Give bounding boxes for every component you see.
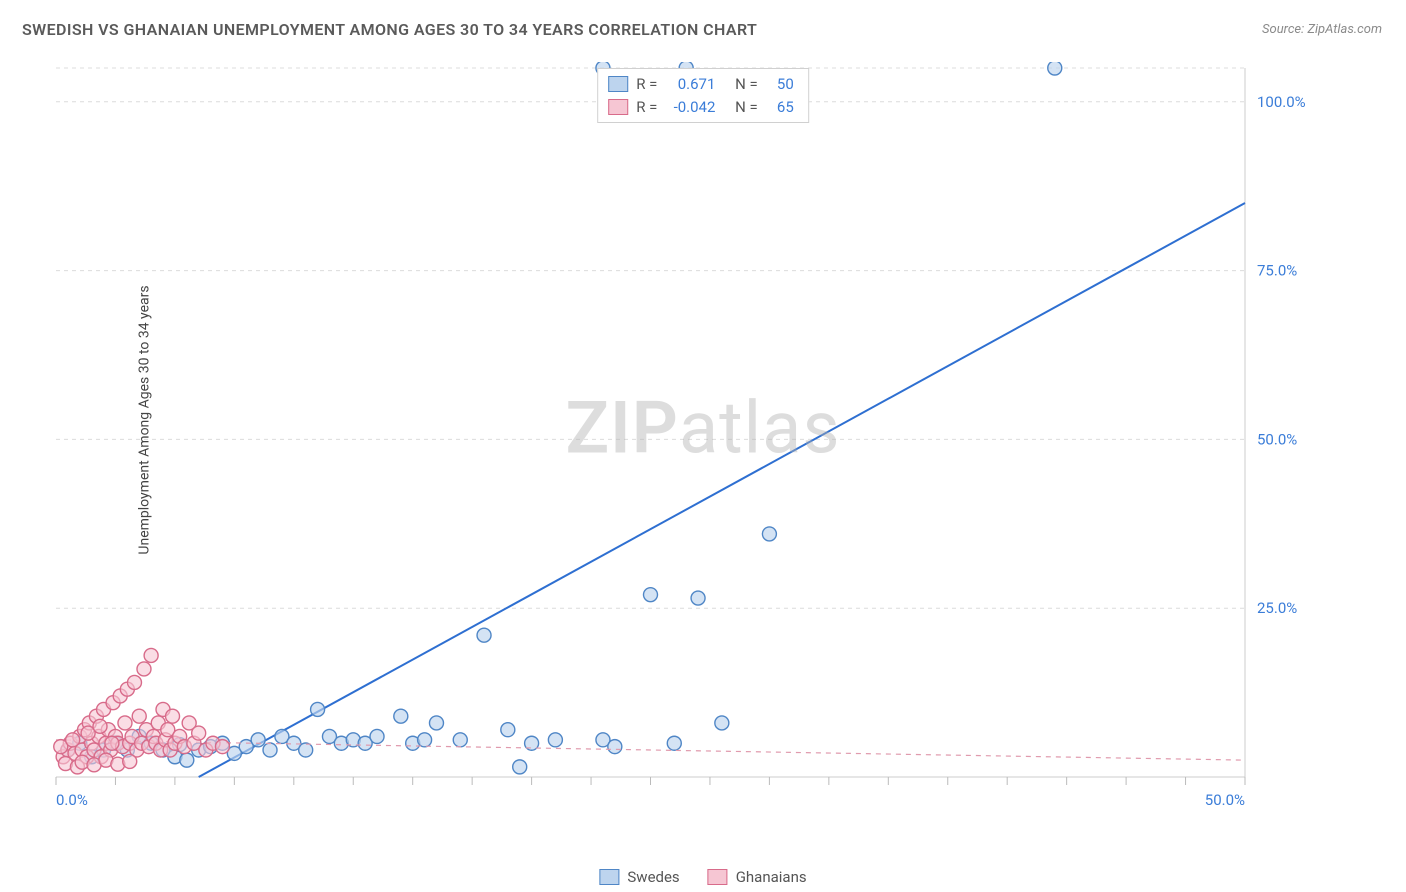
source-label: Source: [1262, 22, 1304, 37]
legend-item-ghanaians: Ghanaians [708, 868, 807, 886]
n-value-swedes: 50 [766, 73, 794, 96]
swatch-ghanaians [608, 99, 628, 115]
legend-label-ghanaians: Ghanaians [736, 868, 807, 886]
svg-text:100.0%: 100.0% [1257, 93, 1306, 111]
source-attribution: Source: ZipAtlas.com [1262, 22, 1382, 37]
n-value-ghanaians: 65 [766, 96, 794, 119]
swatch-swedes [599, 869, 619, 885]
source-value: ZipAtlas.com [1307, 22, 1382, 37]
chart-title: SWEDISH VS GHANAIAN UNEMPLOYMENT AMONG A… [22, 20, 757, 39]
r-label: R = [636, 96, 657, 119]
r-value-swedes: 0.671 [665, 73, 715, 96]
svg-text:0.0%: 0.0% [56, 791, 88, 809]
stats-row-swedes: R = 0.671 N = 50 [608, 73, 794, 96]
swatch-swedes [608, 76, 628, 92]
n-label: N = [735, 96, 758, 119]
svg-text:25.0%: 25.0% [1257, 599, 1297, 617]
stats-legend: R = 0.671 N = 50 R = -0.042 N = 65 [597, 68, 809, 123]
svg-text:75.0%: 75.0% [1257, 262, 1297, 280]
svg-text:50.0%: 50.0% [1257, 430, 1297, 448]
chart-svg: 25.0% 50.0% 75.0% 100.0% 0.0% 50.0% [50, 62, 1310, 822]
legend-label-swedes: Swedes [627, 868, 679, 886]
plot-area: 25.0% 50.0% 75.0% 100.0% 0.0% 50.0% [50, 62, 1310, 822]
bottom-legend: Swedes Ghanaians [599, 868, 806, 886]
swatch-ghanaians [708, 869, 728, 885]
svg-text:50.0%: 50.0% [1205, 791, 1245, 809]
legend-item-swedes: Swedes [599, 868, 679, 886]
stats-row-ghanaians: R = -0.042 N = 65 [608, 96, 794, 119]
r-value-ghanaians: -0.042 [665, 96, 715, 119]
page-root: SWEDISH VS GHANAIAN UNEMPLOYMENT AMONG A… [0, 0, 1406, 892]
r-label: R = [636, 73, 657, 96]
n-label: N = [735, 73, 758, 96]
